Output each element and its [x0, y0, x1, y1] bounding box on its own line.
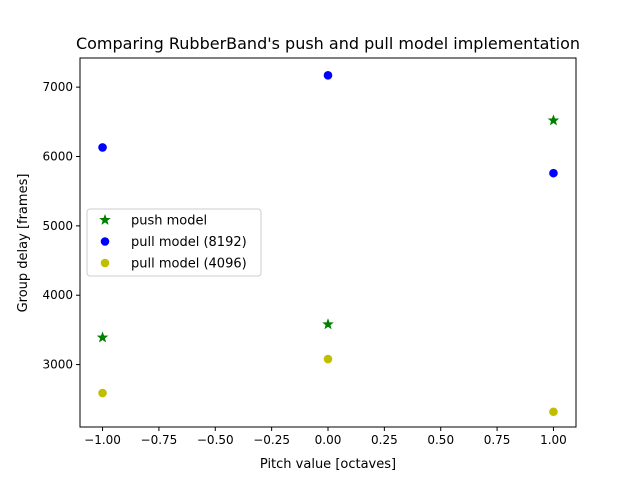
data-point	[323, 354, 333, 364]
chart-title: Comparing RubberBand's push and pull mod…	[76, 34, 580, 53]
legend-box	[86, 208, 262, 277]
x-tick-label: −0.50	[197, 433, 234, 447]
series-2	[98, 71, 558, 178]
plot-area: −1.00 −0.75 −0.50 −0.25 0.00 0.25 0.50 0.75 1.00…	[42, 57, 577, 447]
y-tick-label: 4000	[42, 288, 73, 302]
x-tick-label: 1.00	[540, 433, 567, 447]
legend-marker	[100, 258, 110, 268]
legend-label: pull model (4096)	[131, 257, 247, 272]
x-tick-label: −0.75	[141, 433, 178, 447]
data-point	[549, 168, 558, 178]
legend-marker	[100, 237, 110, 246]
x-tick-label: −1.00	[84, 433, 121, 447]
series-3	[98, 354, 558, 417]
data-point	[323, 71, 333, 80]
x-tick-label: 0.00	[315, 433, 342, 447]
x-tick-label: 0.75	[484, 433, 511, 447]
data-point	[96, 331, 109, 343]
x-tick-label: −0.25	[253, 433, 290, 447]
data-point	[322, 318, 334, 330]
x-tick-label: 0.50	[427, 433, 454, 447]
legend-label: push model	[131, 214, 207, 229]
data-point	[547, 114, 560, 126]
y-tick-label: 6000	[42, 149, 73, 163]
legend-marker	[99, 213, 111, 225]
x-axis-label: Pitch value [octaves]	[260, 457, 396, 472]
data-point	[98, 143, 107, 152]
data-point	[549, 407, 558, 417]
series-1	[96, 114, 560, 343]
x-tick-label: 0.25	[371, 433, 398, 447]
legend: push model pull model (8192) pull model (4…	[86, 208, 262, 277]
legend-label: pull model (8192)	[131, 235, 247, 250]
data-point	[98, 388, 107, 398]
y-tick-label: 7000	[42, 80, 73, 94]
y-axis-label: Group delay [frames]	[16, 174, 31, 313]
y-tick-label: 3000	[42, 358, 73, 372]
y-tick-label: 5000	[42, 219, 73, 233]
